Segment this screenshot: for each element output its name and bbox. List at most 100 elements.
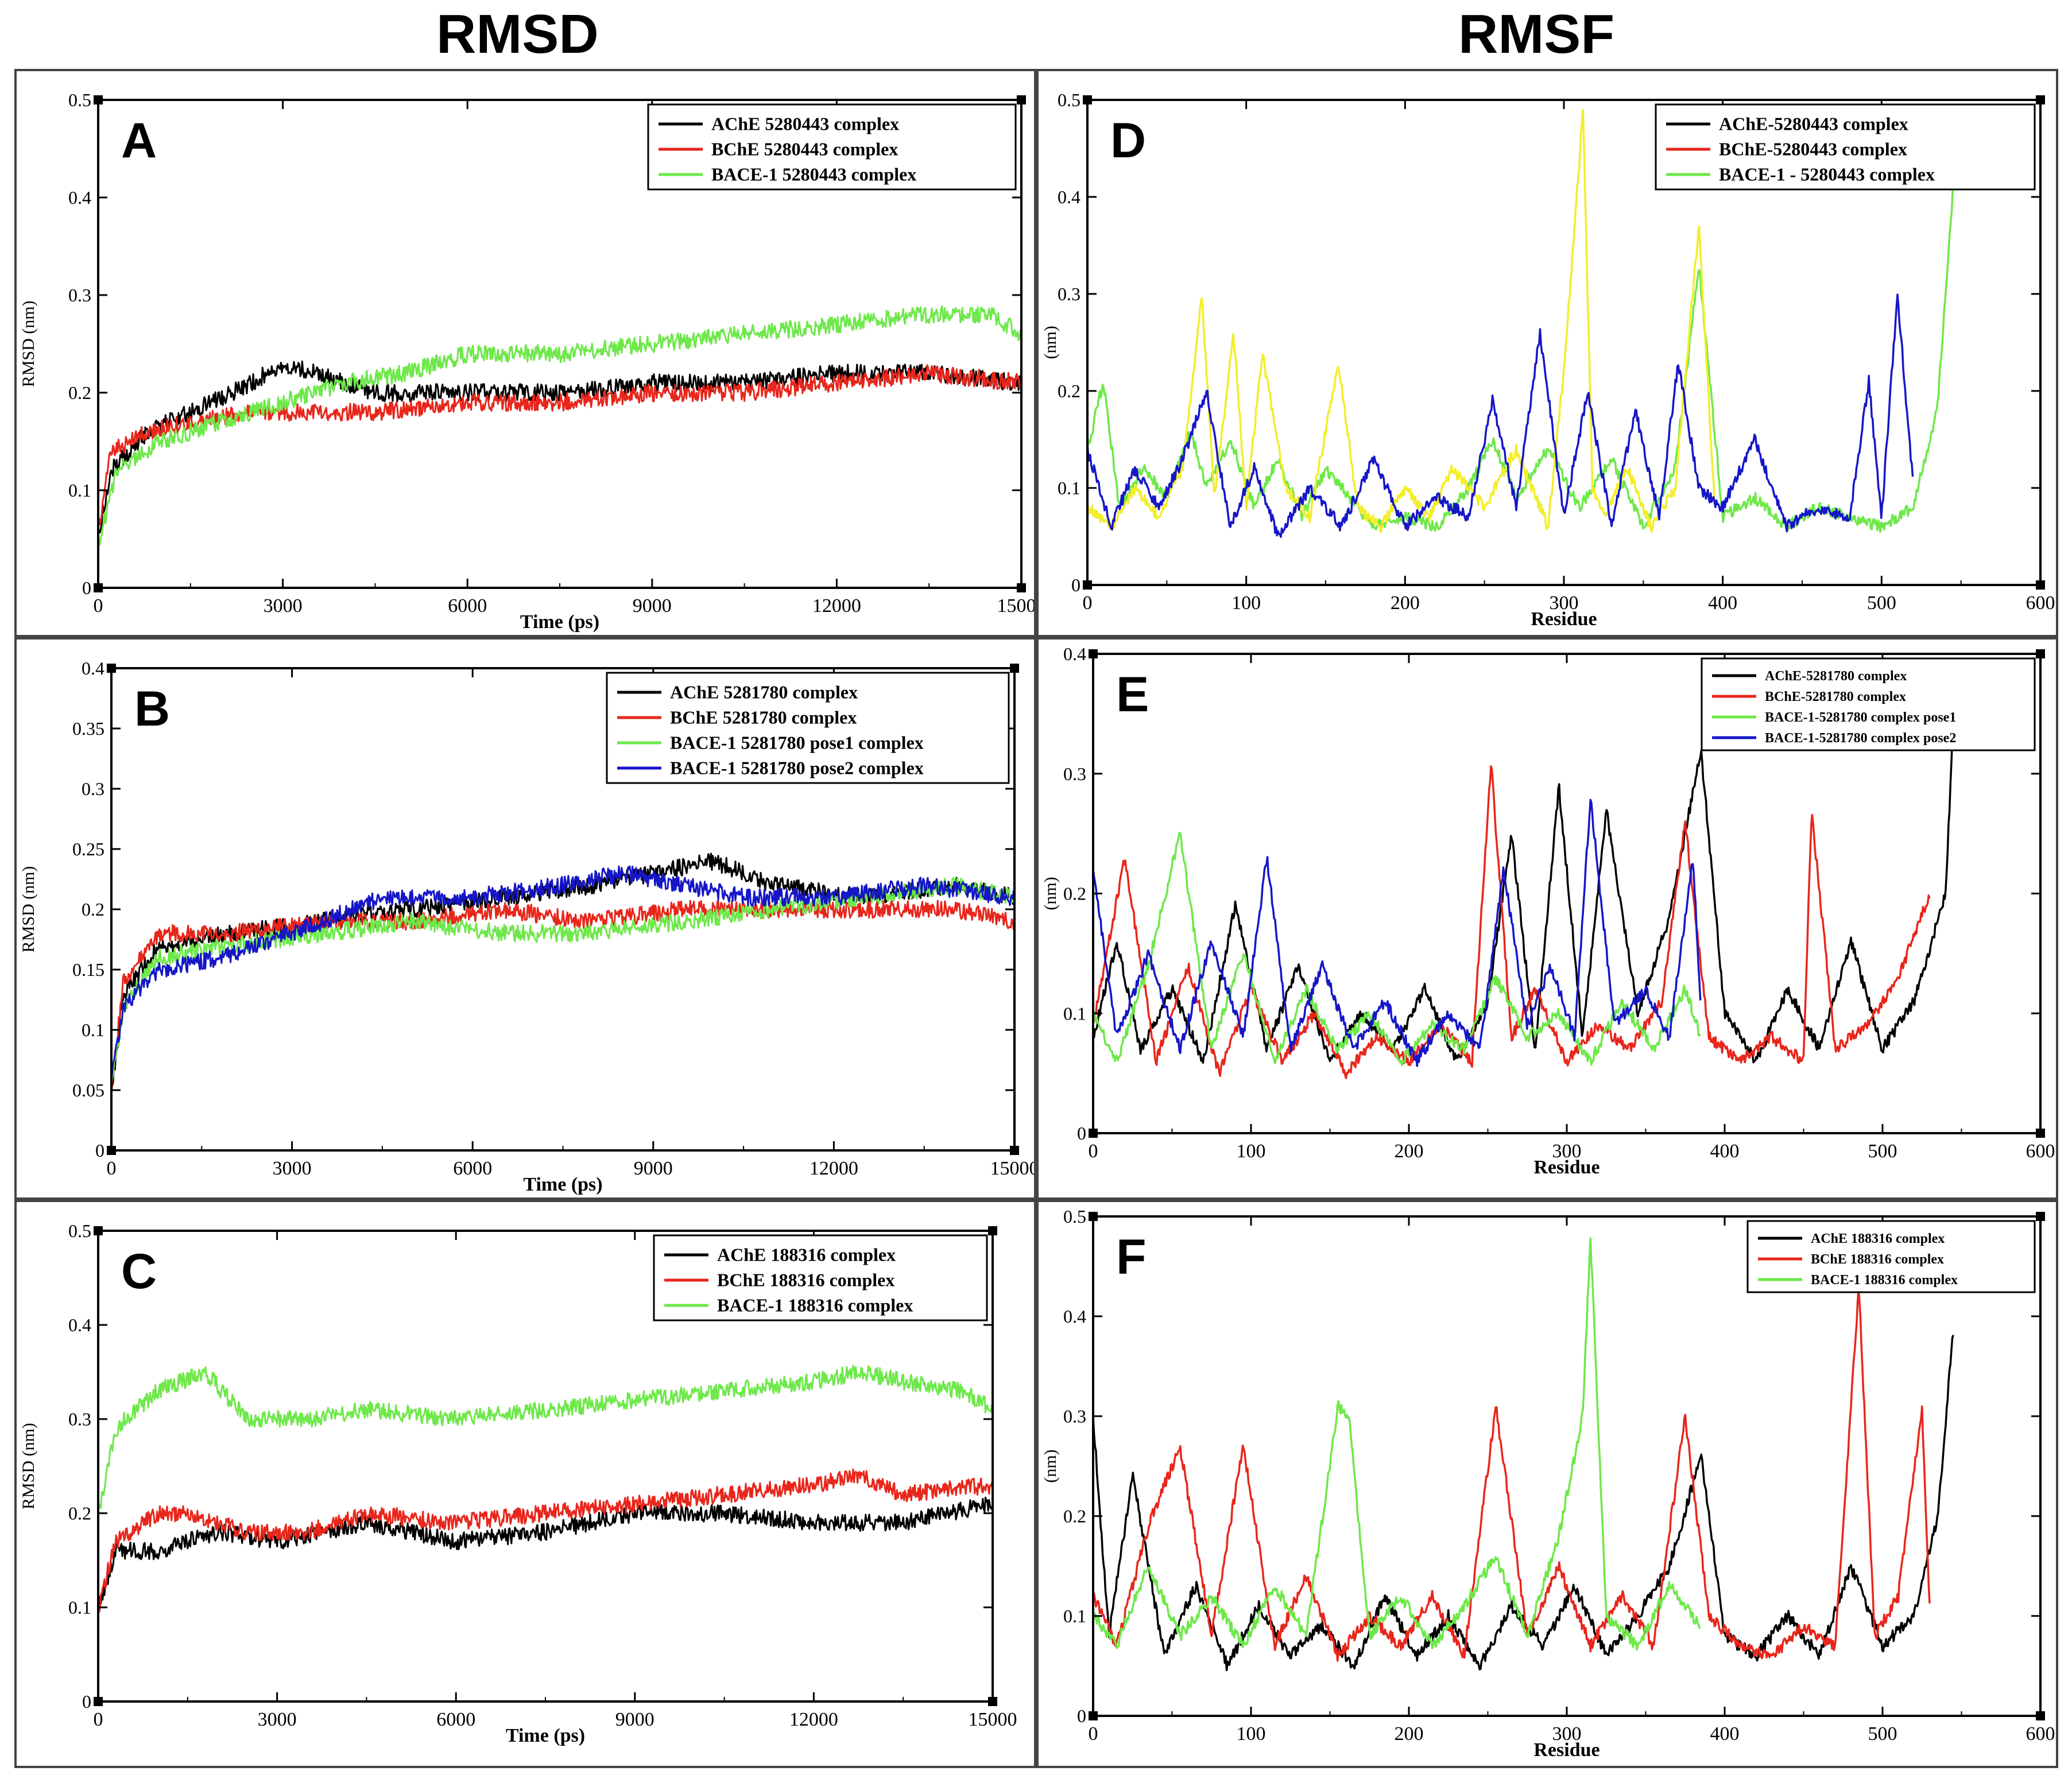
panel-letter: B: [134, 681, 170, 737]
x-tick-label: 9000: [633, 595, 672, 617]
legend-label: BChE 188316 complex: [717, 1270, 894, 1290]
panel-f: 0 100 200 300 400 500 600 0 0.1 0.2 0.3 0.4 0.5 Resid…: [1036, 1200, 2058, 1768]
legend-box: [647, 103, 1017, 191]
y-tick-label: 0.3: [68, 1409, 91, 1429]
legend-label: BACE-1 5281780 pose1 complex: [670, 732, 924, 753]
panel-d: 0 100 200 300 400 500 600 0 0.1 0.2 0.3 0.4 0.5 Resid…: [1036, 69, 2058, 637]
legend-label: AChE 188316 complex: [717, 1245, 896, 1265]
y-tick-label: 0.3: [68, 285, 91, 305]
panel-e: 0 100 200 300 400 500 600 0 0.1 0.2 0.3 0.4 Residue (…: [1036, 637, 2058, 1200]
legend-label: BACE-1 188316 complex: [1811, 1273, 1958, 1288]
series-line-a-2: [97, 305, 1023, 553]
x-tick-label: 600: [2026, 1141, 2055, 1162]
y-tick-label: 0: [82, 578, 91, 598]
legend-label: BChE 5280443 complex: [711, 139, 898, 160]
y-tick-label: 0: [1077, 1706, 1086, 1726]
x-tick-label: 300: [1552, 1141, 1582, 1162]
x-tick-label: 15000: [990, 1158, 1035, 1179]
legend-label: BACE-1-5281780 complex pose2: [1765, 731, 1956, 746]
legend-label: AChE 188316 complex: [1811, 1231, 1945, 1246]
legend-label: BACE-1 5281780 pose2 complex: [670, 758, 924, 778]
y-tick-label: 0.15: [72, 959, 104, 980]
y-tick-label: 0.3: [1063, 1406, 1086, 1427]
legend-label: AChE-5280443 complex: [1719, 114, 1908, 134]
x-tick-label: 3000: [273, 1158, 312, 1179]
y-tick-label: 0: [82, 1691, 91, 1712]
legend-label: BACE-1 - 5280443 complex: [1719, 164, 1935, 185]
legend-box: [1655, 103, 2036, 191]
x-tick-label: 200: [1391, 592, 1420, 614]
series-line-d-4: [1086, 293, 1914, 538]
x-tick-label: 100: [1231, 592, 1261, 614]
y-axis-label: (nm): [1041, 325, 1060, 359]
x-tick-label: 12000: [812, 595, 861, 617]
y-tick-label: 0.4: [1058, 187, 1080, 207]
y-tick-label: 0.35: [72, 718, 104, 739]
x-tick-label: 6000: [436, 1709, 475, 1730]
x-tick-label: 400: [1708, 592, 1737, 614]
panel-letter: A: [121, 113, 157, 168]
panel-b: 0 3000 6000 9000 12000 15000 0 0.05 0.1 0.15 0.2 0.…: [14, 637, 1036, 1200]
x-tick-label: 9000: [634, 1158, 673, 1179]
x-tick-label: 400: [1710, 1141, 1740, 1162]
y-tick-label: 0: [95, 1140, 104, 1161]
y-tick-label: 0: [1077, 1123, 1086, 1144]
x-tick-label: 0: [94, 1709, 103, 1730]
legend-label: AChE 5280443 complex: [711, 114, 899, 134]
legend-label: AChE 5281780 complex: [670, 682, 858, 703]
series-line-f-1: [1092, 1288, 1931, 1662]
x-tick-label: 0: [1083, 592, 1093, 614]
x-tick-label: 6000: [453, 1158, 492, 1179]
x-tick-label: 500: [1867, 592, 1896, 614]
y-axis-label: RMSD (nm): [19, 1423, 38, 1510]
x-tick-label: 6000: [448, 595, 487, 617]
x-tick-label: 12000: [789, 1709, 838, 1730]
series-line-f-0: [1092, 1335, 1954, 1672]
legend-box: [606, 672, 1010, 784]
x-tick-label: 600: [2026, 592, 2055, 614]
y-tick-label: 0.1: [68, 1597, 91, 1618]
x-tick-label: 0: [107, 1158, 117, 1179]
y-tick-label: 0.2: [68, 382, 91, 403]
series-line-a-0: [97, 361, 1023, 534]
y-axis-label: RMSD (nm): [19, 866, 38, 953]
x-tick-label: 100: [1237, 1141, 1266, 1162]
legend-label: BACE-1 188316 complex: [717, 1295, 913, 1316]
y-tick-label: 0.1: [1063, 1003, 1086, 1024]
x-tick-label: 500: [1868, 1723, 1897, 1745]
series-line-f-2: [1092, 1237, 1701, 1651]
x-tick-label: 200: [1395, 1723, 1424, 1745]
y-axis-label: (nm): [1041, 877, 1060, 910]
panel-c: 0 3000 6000 9000 12000 15000 0 0.1 0.2 0.3 0.4 0.5 T…: [14, 1200, 1036, 1768]
series-line-e-3: [1092, 799, 1702, 1067]
y-tick-label: 0.3: [1058, 284, 1080, 304]
chart-e: 0 100 200 300 400 500 600 0 0.1 0.2 0.3 0.4 Residue (…: [1041, 644, 2055, 1178]
y-tick-label: 0.4: [1063, 644, 1086, 664]
x-tick-label: 400: [1710, 1723, 1740, 1745]
x-axis-label: Residue: [1531, 608, 1597, 630]
y-tick-label: 0.3: [1063, 763, 1086, 784]
series-line-d-3: [1086, 108, 1716, 533]
y-tick-label: 0.4: [68, 1315, 91, 1335]
rmsf-column-title: RMSF: [1458, 3, 1614, 65]
y-tick-label: 0.5: [68, 1220, 91, 1241]
y-tick-label: 0.2: [82, 899, 104, 920]
y-tick-label: 0.5: [1063, 1206, 1086, 1227]
y-tick-label: 0.4: [68, 187, 91, 208]
y-tick-label: 0.5: [1058, 90, 1080, 110]
chart-c: 0 3000 6000 9000 12000 15000 0 0.1 0.2 0.3 0.4 0.5 T…: [19, 1220, 1017, 1746]
x-tick-label: 3000: [264, 595, 303, 617]
series-line-c-1: [97, 1468, 994, 1613]
y-tick-label: 0.1: [68, 480, 91, 501]
x-axis-label: Residue: [1533, 1157, 1599, 1178]
series-line-d-2: [1086, 189, 1954, 533]
panel-letter: C: [121, 1244, 157, 1299]
series-line-c-2: [97, 1365, 994, 1511]
x-tick-label: 0: [1089, 1141, 1098, 1162]
panel-letter: D: [1110, 113, 1146, 168]
x-tick-label: 300: [1550, 592, 1579, 614]
legend-box: [653, 1234, 988, 1321]
x-axis-label: Time (ps): [523, 1174, 602, 1195]
legend-label: BChE 188316 complex: [1811, 1252, 1944, 1267]
chart-d: 0 100 200 300 400 500 600 0 0.1 0.2 0.3 0.4 0.5 Resid…: [1041, 90, 2055, 630]
